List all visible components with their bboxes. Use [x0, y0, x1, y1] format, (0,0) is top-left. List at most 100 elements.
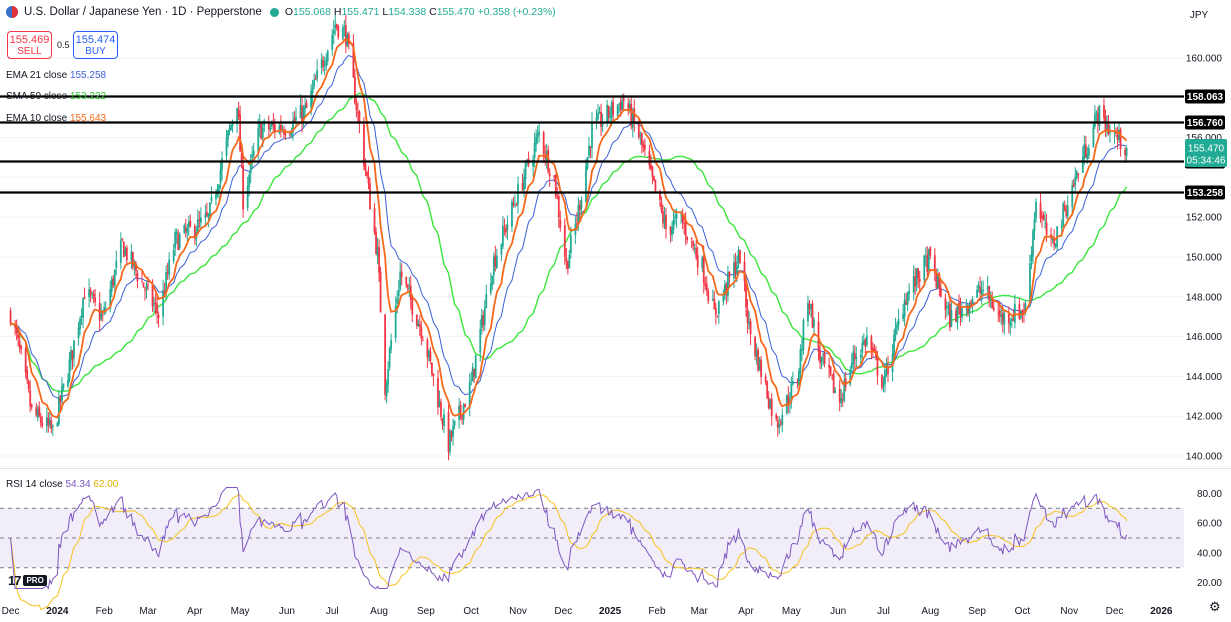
- candle-body: [343, 26, 346, 29]
- candle-body: [787, 396, 790, 405]
- candle-body: [174, 232, 177, 249]
- candle-body: [882, 385, 885, 387]
- buy-button[interactable]: 155.474 BUY: [73, 31, 118, 59]
- candle-body: [955, 310, 957, 322]
- candle-body: [672, 219, 675, 230]
- candle-body: [556, 197, 559, 199]
- candle-body: [405, 276, 408, 285]
- ema10-label: EMA 10 close: [6, 113, 68, 124]
- candle-body: [1029, 263, 1031, 305]
- candle-body: [489, 283, 492, 294]
- candle-body: [696, 255, 699, 268]
- ema10-legend[interactable]: EMA 10 close 155.643: [6, 113, 106, 124]
- currency-selector[interactable]: JPY: [1189, 10, 1209, 21]
- candle-body: [186, 227, 189, 234]
- candle-body: [828, 364, 831, 368]
- candle-body: [26, 370, 29, 381]
- candle-body: [701, 257, 704, 269]
- candle-body: [431, 362, 433, 375]
- candle-body: [153, 304, 155, 306]
- candle-body: [162, 290, 165, 317]
- candle-body: [601, 122, 604, 127]
- candle-body: [695, 248, 698, 258]
- candle-body: [1003, 312, 1006, 325]
- candle-body: [334, 24, 337, 29]
- candle-body: [101, 315, 104, 317]
- candle-body: [441, 419, 444, 425]
- rsi-line: [10, 487, 1128, 590]
- time-tick-label: Sep: [417, 606, 435, 617]
- rsi-tick-label: 40.00: [1197, 548, 1222, 559]
- candle-body: [482, 315, 485, 326]
- candle-body: [917, 268, 920, 279]
- candle-body: [595, 117, 598, 124]
- candle-body: [991, 298, 994, 309]
- candle-body: [421, 340, 424, 342]
- candle-body: [1106, 125, 1108, 130]
- candle-body: [745, 280, 747, 308]
- sell-button[interactable]: 155.469 SELL: [7, 31, 52, 59]
- spread-value: 0.5: [57, 40, 70, 50]
- candle-body: [906, 292, 909, 305]
- time-tick-label: Sep: [968, 606, 986, 617]
- candle-body: [429, 351, 432, 362]
- candle-body: [607, 105, 610, 118]
- candle-body: [938, 273, 941, 289]
- candle-body: [918, 278, 921, 282]
- sma50-legend[interactable]: SMA 50 close 153.222: [6, 91, 106, 102]
- chart-header: U.S. Dollar / Japanese Yen · 1D · Pepper…: [6, 6, 556, 18]
- candle-body: [1065, 209, 1068, 216]
- candle-body: [20, 346, 23, 350]
- candle-body: [406, 284, 409, 288]
- candle-body: [897, 319, 900, 326]
- candle-body: [314, 79, 317, 80]
- time-tick-label: 2026: [1150, 606, 1173, 617]
- candle-body: [375, 231, 377, 254]
- candle-body: [29, 390, 32, 407]
- candle-body: [813, 319, 815, 327]
- candle-body: [810, 303, 812, 310]
- candle-body: [524, 161, 527, 180]
- candle-body: [165, 272, 168, 293]
- candle-body: [944, 298, 947, 310]
- candle-body: [41, 422, 44, 426]
- rsi-tick-label: 20.00: [1197, 578, 1222, 589]
- candle-body: [237, 110, 240, 117]
- candle-body: [790, 384, 793, 402]
- gear-icon[interactable]: ⚙: [1209, 599, 1221, 614]
- ema21-legend[interactable]: EMA 21 close 155.258: [6, 70, 106, 81]
- candle-body: [977, 285, 980, 289]
- rsi-legend[interactable]: RSI 14 close 54.34 62.00: [6, 479, 118, 490]
- candle-body: [535, 136, 538, 144]
- candle-body: [166, 272, 169, 274]
- candle-body: [725, 285, 728, 294]
- candle-body: [417, 323, 420, 327]
- candle-body: [56, 422, 59, 427]
- candle-body: [692, 241, 695, 247]
- candle-body: [142, 282, 145, 288]
- candle-body: [267, 121, 270, 130]
- candle-body: [458, 406, 461, 420]
- candle-body: [1087, 148, 1090, 156]
- candle-body: [982, 289, 985, 291]
- candle-body: [861, 342, 864, 353]
- candle-body: [838, 388, 841, 403]
- level-price-label: 153.258: [1187, 188, 1224, 199]
- symbol-title[interactable]: U.S. Dollar / Japanese Yen · 1D · Pepper…: [24, 6, 262, 18]
- candle-body: [514, 203, 516, 205]
- candle-body: [671, 227, 673, 236]
- candle-body: [50, 420, 53, 429]
- candle-body: [577, 204, 580, 222]
- candle-body: [135, 263, 137, 271]
- candle-body: [597, 113, 599, 119]
- candle-body: [112, 278, 115, 286]
- candle-body: [248, 174, 251, 187]
- candle-body: [843, 380, 846, 401]
- candle-body: [542, 132, 545, 154]
- candle-body: [618, 103, 621, 105]
- candle-body: [640, 132, 643, 145]
- price-tick-label: 148.000: [1186, 292, 1223, 303]
- candle-body: [853, 353, 856, 359]
- tradingview-logo[interactable]: 17 PRO: [8, 573, 47, 588]
